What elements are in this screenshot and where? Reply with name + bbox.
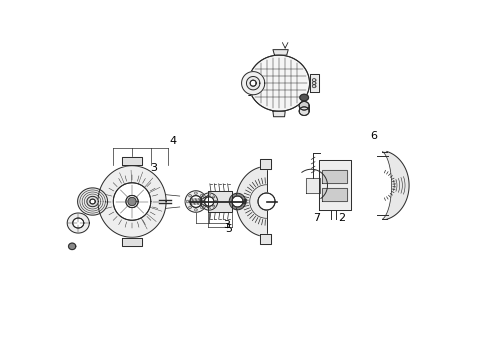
- Polygon shape: [203, 205, 205, 207]
- Polygon shape: [195, 192, 197, 194]
- Text: 6: 6: [370, 131, 378, 141]
- Polygon shape: [312, 85, 316, 88]
- Polygon shape: [126, 195, 138, 208]
- Polygon shape: [250, 80, 256, 86]
- Polygon shape: [232, 196, 243, 207]
- Polygon shape: [208, 194, 210, 196]
- Polygon shape: [90, 199, 96, 204]
- Polygon shape: [190, 195, 202, 207]
- Polygon shape: [67, 213, 89, 233]
- Polygon shape: [189, 206, 191, 209]
- Polygon shape: [299, 102, 309, 110]
- Polygon shape: [204, 197, 214, 206]
- Polygon shape: [73, 218, 84, 228]
- Polygon shape: [248, 55, 310, 111]
- Polygon shape: [213, 205, 215, 207]
- Polygon shape: [69, 243, 76, 249]
- Polygon shape: [310, 74, 318, 92]
- Polygon shape: [200, 206, 203, 209]
- Polygon shape: [122, 157, 142, 165]
- Polygon shape: [322, 170, 347, 183]
- Polygon shape: [318, 160, 351, 211]
- Polygon shape: [322, 188, 347, 201]
- Polygon shape: [213, 196, 215, 198]
- Polygon shape: [203, 200, 205, 203]
- Polygon shape: [189, 194, 191, 197]
- Polygon shape: [258, 193, 275, 210]
- Text: 3: 3: [150, 163, 157, 173]
- Polygon shape: [236, 166, 267, 237]
- Polygon shape: [98, 166, 166, 237]
- Polygon shape: [201, 201, 203, 203]
- Polygon shape: [87, 196, 98, 207]
- Polygon shape: [200, 194, 203, 197]
- Text: 7: 7: [313, 213, 320, 223]
- Polygon shape: [242, 72, 265, 95]
- Polygon shape: [215, 201, 217, 203]
- Polygon shape: [260, 234, 271, 244]
- Polygon shape: [273, 50, 288, 55]
- Polygon shape: [186, 200, 189, 203]
- Text: 3: 3: [223, 220, 231, 230]
- Text: 2: 2: [338, 213, 345, 223]
- Polygon shape: [312, 82, 316, 85]
- Polygon shape: [300, 94, 309, 101]
- Polygon shape: [185, 191, 207, 212]
- Polygon shape: [383, 152, 409, 219]
- Polygon shape: [273, 111, 285, 117]
- Polygon shape: [306, 178, 320, 193]
- Text: 5: 5: [225, 224, 232, 234]
- Polygon shape: [246, 76, 260, 90]
- Polygon shape: [299, 107, 309, 116]
- Polygon shape: [200, 193, 218, 210]
- Polygon shape: [208, 207, 210, 209]
- Polygon shape: [260, 159, 271, 168]
- Polygon shape: [312, 78, 316, 82]
- Text: 1: 1: [247, 83, 259, 98]
- Polygon shape: [203, 196, 205, 198]
- Polygon shape: [122, 238, 142, 247]
- Polygon shape: [208, 191, 232, 212]
- Polygon shape: [77, 188, 108, 215]
- Polygon shape: [195, 208, 197, 211]
- Polygon shape: [128, 197, 136, 206]
- Polygon shape: [113, 183, 151, 220]
- Text: 4: 4: [170, 136, 177, 146]
- Polygon shape: [229, 193, 246, 210]
